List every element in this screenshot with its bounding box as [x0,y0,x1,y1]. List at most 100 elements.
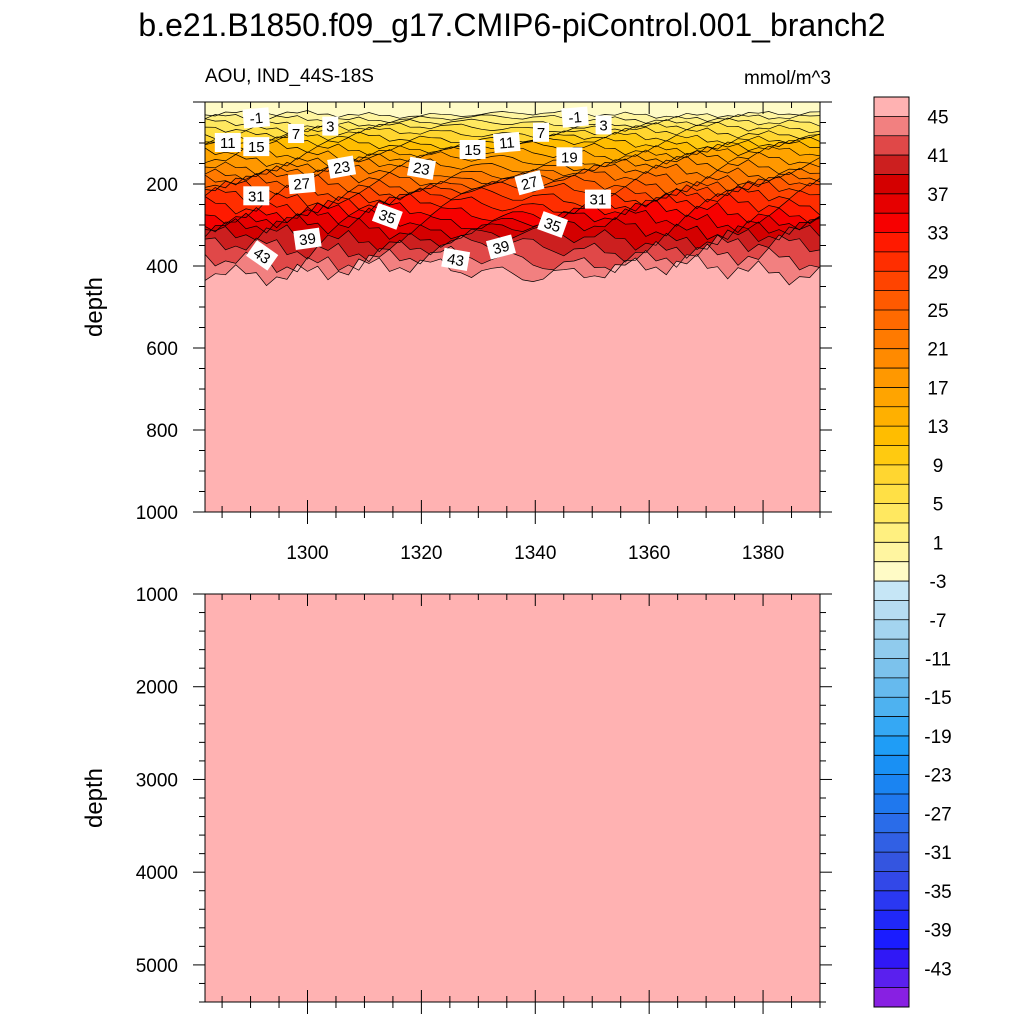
colorbar-swatch [874,232,909,253]
colorbar-label: -15 [924,688,951,709]
svg-text:7: 7 [537,125,545,142]
colorbar-swatch [874,755,909,776]
colorbar-swatch [874,445,909,466]
colorbar-label: -27 [924,804,951,825]
svg-text:15: 15 [248,139,265,156]
y-tick-label: 600 [146,339,178,360]
y-tick-label: 5000 [136,956,178,977]
colorbar-label: 21 [927,340,948,361]
contour-line [205,206,820,233]
colorbar-swatch [874,426,909,446]
contour-band [205,114,820,128]
contour-label: 7 [288,124,305,143]
contour-label: 23 [407,156,436,180]
colorbar-label: 5 [933,495,944,516]
svg-text:31: 31 [248,188,265,205]
colorbar-label: -7 [930,611,947,632]
contour-label: 43 [246,240,279,271]
contour-band [205,213,820,252]
contour-band [205,200,820,233]
colorbar-label: 13 [927,417,948,438]
contour-line [205,149,820,168]
contour-label: 27 [287,172,316,195]
colorbar-swatch [874,522,909,543]
contour-band [205,122,820,139]
svg-text:11: 11 [220,135,236,152]
colorbar-swatch [874,387,909,408]
colorbar-swatch [874,639,909,659]
svg-text:43: 43 [446,251,465,271]
svg-text:39: 39 [491,238,512,259]
colorbar-label: 1 [933,533,944,554]
colorbar-swatch [874,271,909,292]
x-tick-label: 1320 [400,543,442,564]
colorbar-swatch [874,987,909,1008]
contour-band [205,173,820,202]
colorbar-label: 25 [927,301,948,322]
contour-band [205,244,820,286]
colorbar: 45 41 37 33 29 25 21 17 13 9 5 1 -3 -7 -11 -15 -19 -23 -27… [873,96,952,1008]
contour-band [205,118,820,134]
colorbar-swatch [874,852,909,872]
y-axis-label: depth [81,768,108,828]
colorbar-swatch [874,368,909,388]
contour-label: 3 [595,115,612,135]
colorbar-swatch [874,910,909,930]
svg-text:-1: -1 [249,110,264,128]
colorbar-label: 41 [927,146,948,167]
colorbar-swatch [874,116,909,137]
contour-band [205,162,820,187]
colorbar-swatch [874,251,909,272]
contour-label: 3 [322,116,339,136]
colorbar-swatch [874,484,909,504]
colorbar-label: -19 [924,727,951,748]
colorbar-label: -3 [930,572,947,593]
colorbar-swatch [874,329,909,350]
lower-panel: 1000 2000 3000 4000 5000 depth [81,585,832,1014]
contour-line [205,192,820,217]
units-label: mmol/m^3 [744,68,831,89]
contour-line [205,114,820,124]
colorbar-label: 17 [927,378,948,399]
colorbar-swatch [874,174,909,195]
colorbar-swatch [874,948,909,969]
contour-label: 27 [514,170,545,196]
colorbar-swatch [874,832,909,853]
contour-label: 31 [243,186,270,206]
colorbar-swatch [874,658,909,679]
contour-line [205,199,820,225]
contour-label: 7 [533,122,549,142]
colorbar-swatch [874,968,909,989]
colorbar-swatch [874,193,909,214]
colorbar-label: -31 [924,843,951,864]
colorbar-swatch [874,890,909,911]
svg-text:-1: -1 [568,109,583,127]
contour-band [205,150,820,175]
colorbar-swatch [874,600,909,621]
contour-line [205,184,820,209]
svg-text:27: 27 [519,173,540,194]
contour-label: 15 [243,137,270,157]
contour-band [205,156,820,182]
contour-line [205,117,820,129]
x-tick-label: 1380 [742,543,784,564]
y-tick-label: 3000 [136,770,178,791]
y-axis-label: depth [81,277,108,337]
upper-panel: -1 -1 11 15 7 3 15 11 7 3 19 23 23 27 27 31 31 35 35 39 39 43… [81,101,832,564]
svg-text:43: 43 [250,244,273,267]
colorbar-swatch [874,348,909,369]
colorbar-label: -39 [924,921,951,942]
contour-label: -1 [561,106,589,128]
colorbar-label: 29 [927,262,948,283]
contour-label: 35 [371,202,403,230]
svg-text:35: 35 [541,215,562,237]
x-tick-label: 1340 [514,543,556,564]
contour-band [205,254,820,512]
svg-text:19: 19 [561,149,578,166]
contour-label: 35 [537,211,569,238]
colorbar-swatch [874,406,909,427]
colorbar-swatch [874,716,909,737]
y-tick-label: 1000 [136,503,178,524]
contour-label: 15 [459,140,486,159]
contour-band [205,224,820,263]
